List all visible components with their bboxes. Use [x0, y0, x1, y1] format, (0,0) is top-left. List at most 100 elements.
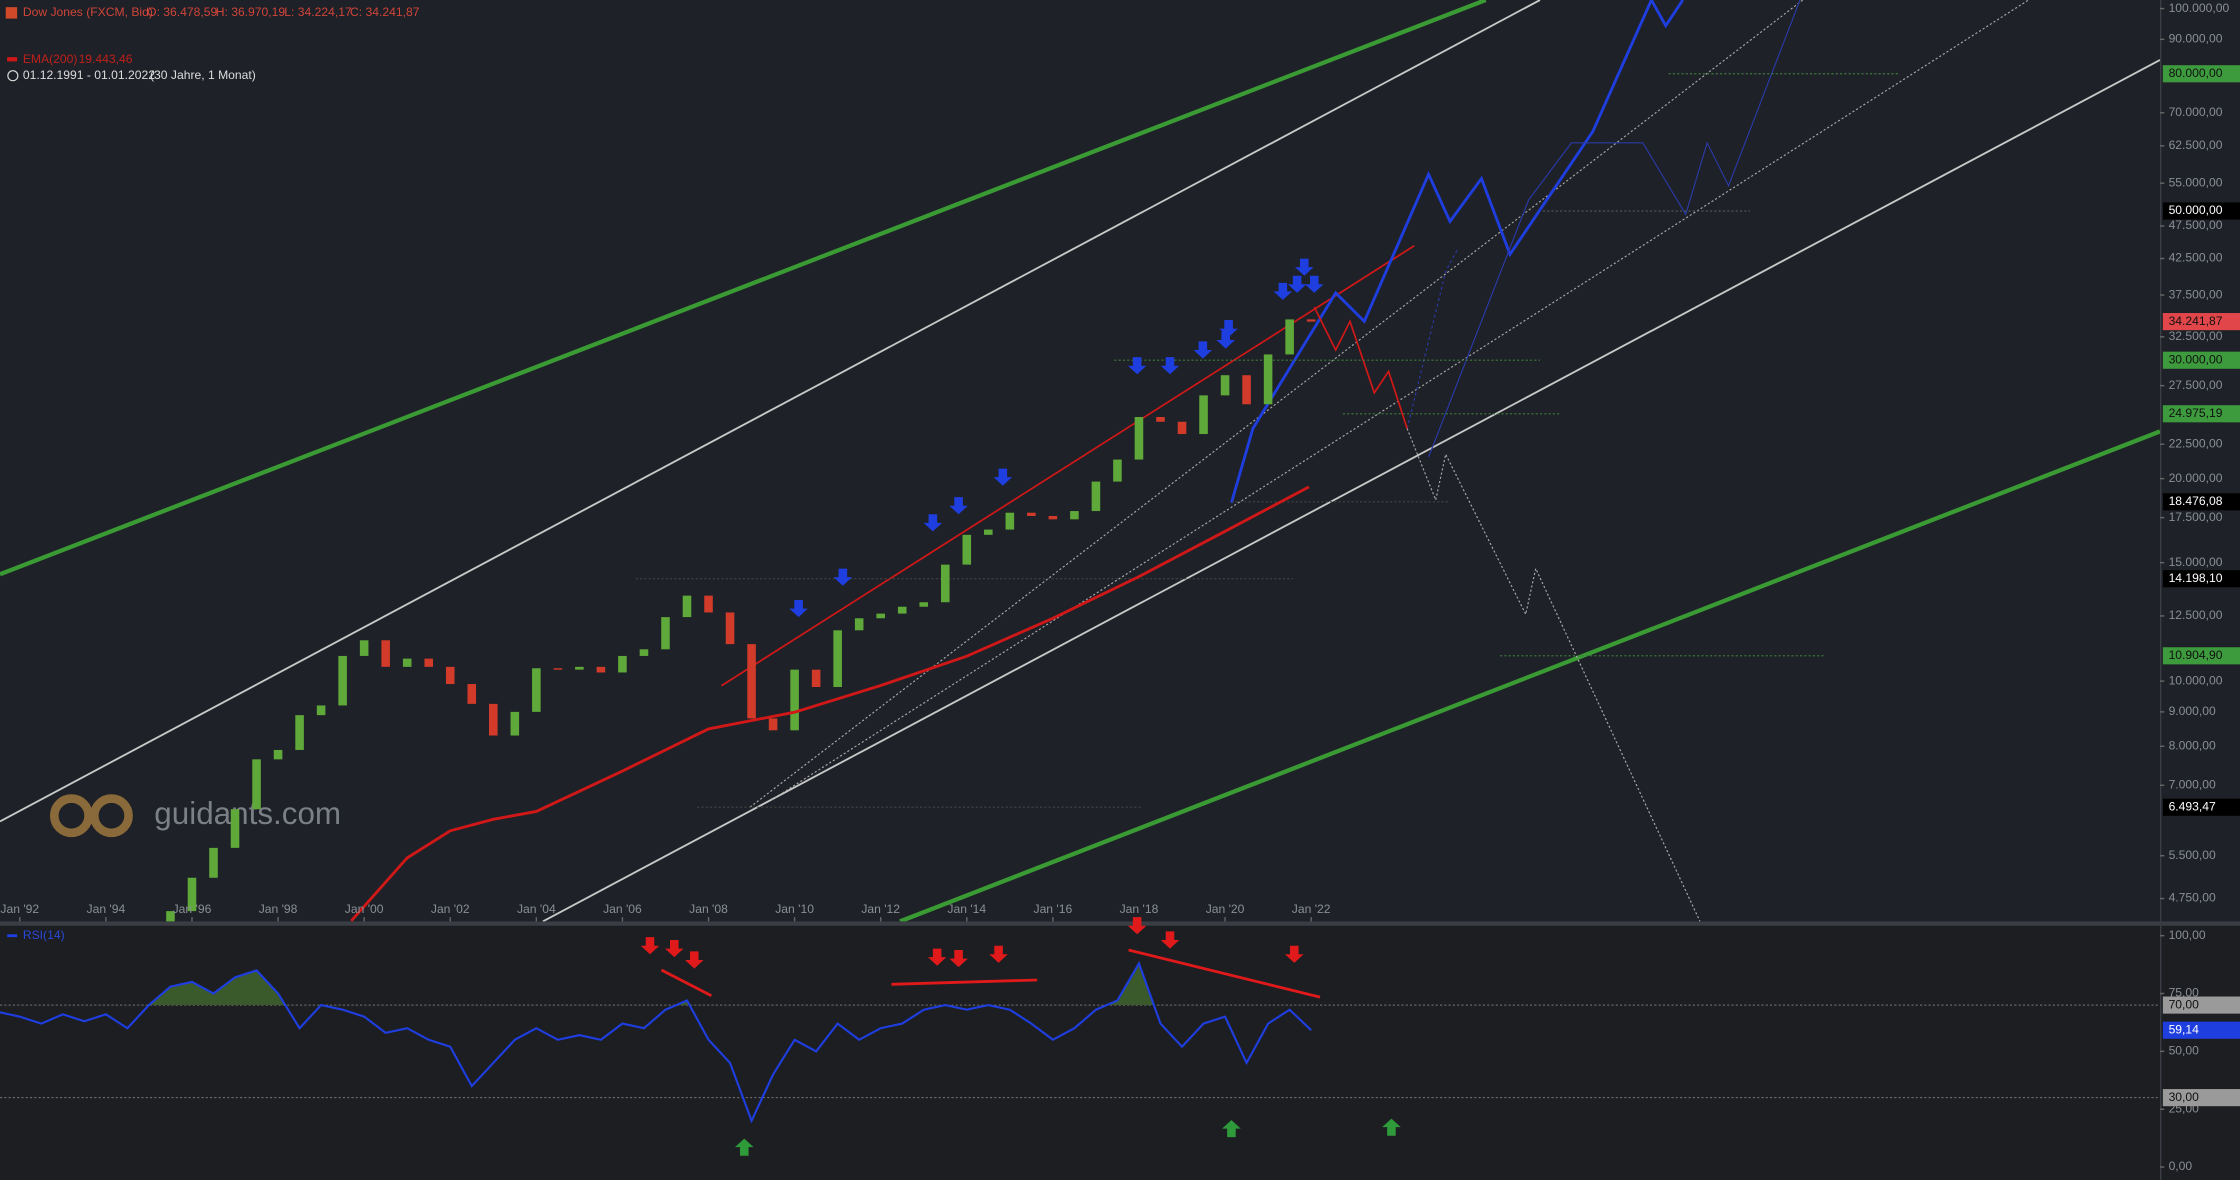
- candle: [575, 666, 584, 670]
- price-marker-label: 10.904,90: [2169, 648, 2223, 662]
- candle: [295, 715, 304, 750]
- x-tick-label: Jan '96: [173, 902, 212, 916]
- y-tick-label: 62.500,00: [2169, 138, 2223, 152]
- candle: [854, 618, 864, 631]
- y-tick-label: 17.500,00: [2169, 510, 2223, 524]
- price-marker-label: 18.476,08: [2169, 494, 2223, 508]
- candle: [402, 658, 412, 667]
- signal-arrow: [993, 468, 1013, 486]
- signal-arrow: [1160, 931, 1180, 949]
- x-tick-label: Jan '02: [431, 902, 470, 916]
- x-tick-label: Jan '16: [1034, 902, 1073, 916]
- price-marker-label: 50.000,00: [2169, 203, 2223, 217]
- projection: [1313, 306, 1408, 429]
- signal-arrow: [833, 568, 853, 586]
- candle: [445, 666, 455, 685]
- candle: [1263, 354, 1273, 405]
- rsi-trend-line: [891, 978, 1038, 986]
- candle: [553, 668, 563, 670]
- candle: [166, 911, 175, 922]
- rsi-legend-swatch: [7, 934, 18, 938]
- price-marker: [2162, 1089, 2240, 1107]
- y-tick-label: 100.000,00: [2169, 1, 2230, 15]
- candle: [467, 684, 477, 704]
- x-tick-label: Jan '04: [517, 902, 556, 916]
- ema-legend: EMA(200): [23, 52, 78, 66]
- price-marker-label: 34.241,87: [2169, 314, 2223, 328]
- candle: [897, 606, 907, 614]
- candle: [833, 630, 842, 688]
- price-plot: [166, 73, 1900, 922]
- candle: [338, 655, 347, 706]
- signal-arrow: [989, 945, 1008, 963]
- y-tick-label: 70.000,00: [2169, 105, 2223, 119]
- x-tick-label: Jan '14: [947, 902, 986, 916]
- price-marker-label: 30,00: [2169, 1090, 2200, 1104]
- rsi-drawings: [660, 948, 1321, 999]
- y-tick-label: 55.000,00: [2169, 175, 2223, 189]
- price-marker: [2162, 798, 2240, 816]
- candle: [1242, 375, 1251, 405]
- trend-line: [720, 244, 1415, 687]
- price-marker-label: 6.493,47: [2169, 799, 2216, 813]
- candle: [596, 666, 606, 673]
- rsi-plot: [0, 960, 2160, 1124]
- y-tick-label: 12.500,00: [2169, 608, 2223, 622]
- rsi-overbought-fill: [0, 963, 1312, 1006]
- y-tick-label: 90.000,00: [2169, 32, 2223, 46]
- ema-value: 19.443,46: [79, 52, 133, 66]
- y-tick-label: 7.000,00: [2169, 777, 2216, 791]
- signal-arrow: [949, 950, 968, 968]
- x-tick-label: Jan '12: [861, 902, 900, 916]
- signal-arrow: [1160, 357, 1180, 375]
- candle: [359, 640, 369, 656]
- y-tick-label: 75,00: [2169, 986, 2200, 1000]
- x-tick-label: Jan '92: [0, 902, 39, 916]
- candle: [940, 564, 950, 603]
- candle: [1134, 417, 1144, 460]
- y-tick-label: 5.500,00: [2169, 848, 2216, 862]
- candle: [1306, 319, 1316, 322]
- candle: [682, 595, 692, 618]
- y-tick-label: 20.000,00: [2169, 471, 2223, 485]
- y-tick-label: 8.000,00: [2169, 738, 2216, 752]
- rsi-line: [0, 960, 1312, 1124]
- candle: [1113, 459, 1122, 482]
- candle: [962, 534, 972, 565]
- signal-arrow: [640, 937, 660, 955]
- x-tick-label: Jan '00: [345, 902, 384, 916]
- y-tick-label: 0,00: [2169, 1159, 2193, 1173]
- signal-arrow: [735, 1138, 754, 1156]
- projection: [1230, 0, 1685, 504]
- ema-legend-swatch: [7, 57, 18, 62]
- candle: [230, 809, 240, 848]
- drawings: [0, 0, 2160, 922]
- watermark: guidants.com: [154, 796, 341, 831]
- x-tick-label: Jan '08: [689, 902, 728, 916]
- symbol-title: Dow Jones (FXCM, Bid): [23, 5, 153, 19]
- price-marker: [2162, 570, 2240, 588]
- candle: [316, 705, 326, 716]
- candle: [984, 529, 993, 535]
- candle: [1177, 421, 1187, 435]
- y-tick-label: 100,00: [2169, 928, 2206, 942]
- price-marker-label: 14.198,10: [2169, 571, 2223, 585]
- channel-line: [542, 59, 2160, 922]
- candle: [1199, 395, 1208, 435]
- candle: [1285, 319, 1294, 355]
- candle: [876, 613, 885, 619]
- candle: [489, 703, 498, 736]
- candle: [252, 759, 261, 810]
- candle: [1220, 375, 1230, 396]
- x-tick-label: Jan '10: [775, 902, 814, 916]
- signal-arrow: [1216, 331, 1235, 349]
- ohlc-close: C: 34.241,87: [350, 5, 420, 19]
- candle: [273, 749, 283, 760]
- ohlc-low: L: 34.224,17: [284, 5, 352, 19]
- price-marker-label: 70,00: [2169, 997, 2200, 1011]
- y-tick-label: 37.500,00: [2169, 287, 2223, 301]
- ohlc-high: H: 36.970,19: [216, 5, 286, 19]
- price-marker: [2162, 493, 2240, 511]
- rsi-trend-line: [1128, 948, 1321, 999]
